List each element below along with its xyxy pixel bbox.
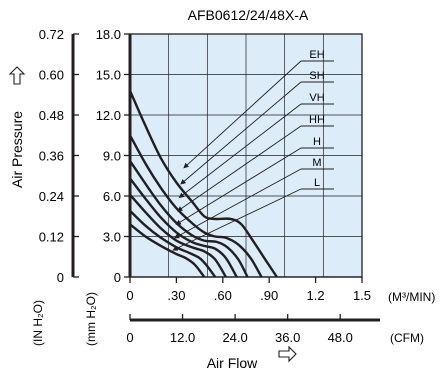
y-right-tick-label: 12.0 bbox=[96, 108, 121, 123]
x-axis-secondary-ticks: 0 12.0 24.0 36.0 48.0 bbox=[126, 314, 353, 345]
y-left-tick-label: 0.36 bbox=[39, 149, 64, 164]
curve-hh bbox=[129, 177, 238, 278]
y-left-tick-label: 0.72 bbox=[39, 27, 64, 42]
y-unit-right: (mm H₂O) bbox=[84, 292, 98, 346]
series-label-hh: HH bbox=[309, 114, 325, 126]
y-left-tick-label: 0.12 bbox=[39, 230, 64, 245]
x-primary-tick-label: 1.5 bbox=[353, 288, 371, 303]
leader-arrow-sh bbox=[180, 81, 302, 185]
leader-arrow-m bbox=[173, 168, 302, 239]
y-left-tick-label: 0.60 bbox=[39, 68, 64, 83]
x-secondary-tick-label: 48.0 bbox=[328, 330, 353, 345]
series-label-eh: EH bbox=[309, 49, 324, 61]
series-label-vh: VH bbox=[309, 92, 324, 104]
x-unit-secondary: (CFM) bbox=[390, 331, 424, 345]
leader-arrow-hh bbox=[177, 125, 302, 212]
leader-arrow-l bbox=[172, 188, 302, 251]
x-secondary-tick-label: 36.0 bbox=[275, 330, 300, 345]
y-right-tick-label: 9.0 bbox=[103, 149, 121, 164]
x-axis-arrow-icon bbox=[278, 345, 297, 363]
y-right-tick-label: 3.0 bbox=[103, 230, 121, 245]
leader-arrow-eh bbox=[183, 60, 302, 169]
x-primary-tick-label: 0 bbox=[126, 288, 133, 303]
series-label-m: M bbox=[312, 157, 321, 169]
y-right-tick-label: 6.0 bbox=[103, 189, 121, 204]
x-unit-primary: (M³/MIN) bbox=[388, 290, 435, 304]
x-primary-tick-label: .30 bbox=[167, 288, 185, 303]
y-right-tick-label: 18.0 bbox=[96, 27, 121, 42]
x-secondary-tick-label: 0 bbox=[126, 330, 133, 345]
curve-m bbox=[129, 209, 217, 278]
y-left-tick-label: 0 bbox=[57, 270, 64, 285]
leader-arrow-vh bbox=[178, 103, 302, 199]
y-right-tick-label: 15.0 bbox=[96, 68, 121, 83]
x-axis-primary-ticks: 0 .30 .60 .90 1.2 1.5 bbox=[126, 277, 371, 303]
chart-title: AFB0612/24/48X-A bbox=[188, 7, 309, 23]
x-primary-tick-label: 1.2 bbox=[307, 288, 325, 303]
x-axis-label: Air Flow bbox=[207, 355, 258, 371]
y-left-tick-label: 0.48 bbox=[39, 108, 64, 123]
y-axis-label-group: Air Pressure bbox=[8, 66, 26, 188]
x-primary-tick-label: .60 bbox=[214, 288, 232, 303]
curve-l bbox=[129, 223, 206, 278]
y-axis-right-ticks: 0 3.0 6.0 9.0 12.0 15.0 18.0 bbox=[96, 27, 130, 285]
y-left-tick-label: 0.24 bbox=[39, 189, 64, 204]
y-axis-label: Air Pressure bbox=[9, 111, 25, 188]
leader-arrow-h bbox=[175, 147, 302, 225]
series-label-h: H bbox=[313, 136, 321, 148]
series-label-l: L bbox=[314, 177, 320, 189]
x-secondary-tick-label: 24.0 bbox=[222, 330, 247, 345]
y-unit-left: (IN H₂O) bbox=[31, 300, 45, 346]
y-axis-left-ticks: 0 0.12 0.24 0.36 0.48 0.60 0.72 bbox=[39, 27, 79, 285]
curve-sh bbox=[128, 134, 263, 278]
series-label-sh: SH bbox=[309, 70, 324, 82]
y-right-tick-label: 0 bbox=[114, 270, 121, 285]
x-primary-tick-label: .90 bbox=[260, 288, 278, 303]
y-axis-arrow-icon bbox=[8, 66, 26, 85]
grid bbox=[130, 34, 362, 277]
x-secondary-tick-label: 12.0 bbox=[170, 330, 195, 345]
